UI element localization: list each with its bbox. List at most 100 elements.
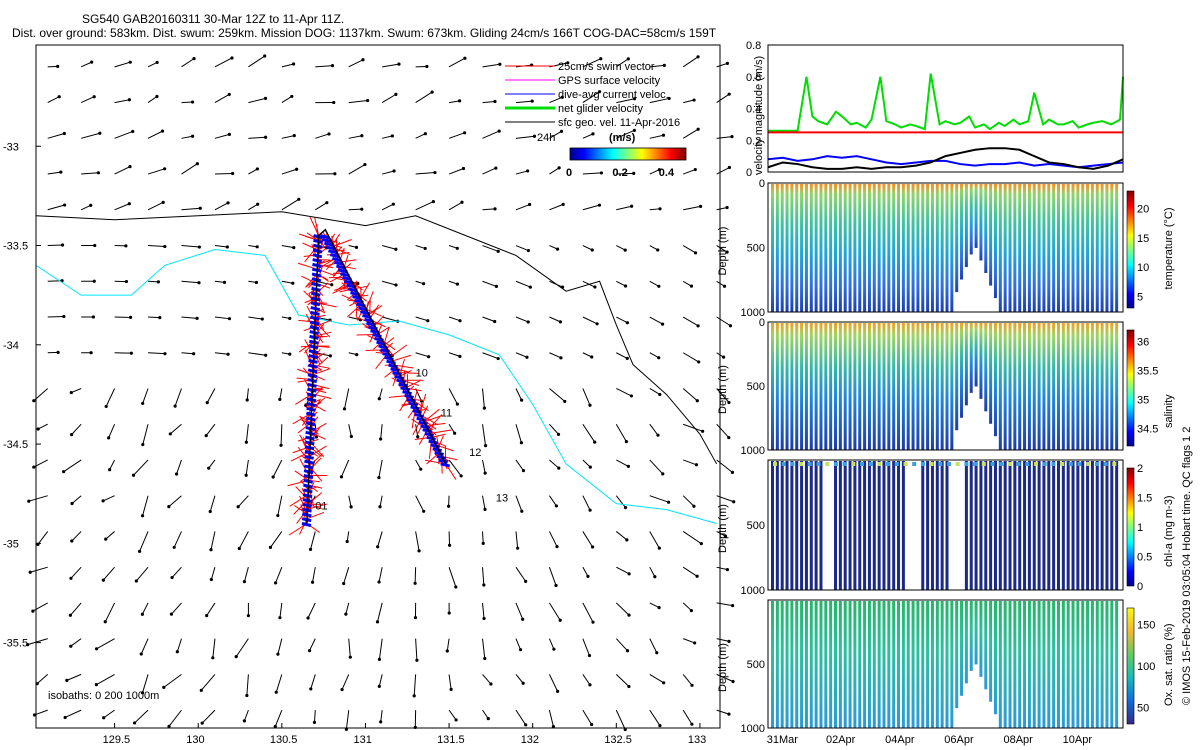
current-arrow-head bbox=[129, 351, 133, 355]
surface-chl-point bbox=[1034, 462, 1038, 466]
current-arrow bbox=[515, 459, 524, 471]
current-arrow-head bbox=[70, 433, 74, 437]
profile-column bbox=[1003, 461, 1007, 590]
current-arrow bbox=[248, 136, 266, 139]
profile-column bbox=[930, 184, 934, 312]
current-arrow bbox=[148, 280, 159, 283]
current-arrow bbox=[81, 132, 100, 139]
current-arrow bbox=[47, 133, 65, 139]
current-arrow-head bbox=[375, 620, 380, 624]
current-arrow bbox=[549, 203, 564, 211]
current-arrow bbox=[105, 388, 116, 407]
profile-column bbox=[1023, 601, 1027, 728]
current-arrow bbox=[682, 674, 693, 686]
dive-avg-vector bbox=[440, 462, 451, 468]
current-arrow bbox=[346, 531, 350, 542]
current-arrow bbox=[382, 280, 397, 286]
current-arrow bbox=[448, 316, 461, 322]
profile-column bbox=[926, 323, 930, 450]
profile-column bbox=[1003, 601, 1007, 728]
current-arrow bbox=[142, 674, 149, 693]
current-arrow bbox=[649, 602, 660, 609]
current-arrow bbox=[549, 167, 560, 175]
current-arrow bbox=[81, 172, 99, 175]
profile-column bbox=[1027, 461, 1031, 590]
profile-column bbox=[964, 184, 968, 267]
current-arrow bbox=[448, 168, 464, 175]
colorbar-tick: 35.5 bbox=[1137, 366, 1158, 378]
current-arrow bbox=[147, 61, 158, 68]
profile-column bbox=[829, 323, 833, 450]
current-arrow-head bbox=[427, 355, 431, 359]
profile-column bbox=[834, 184, 838, 312]
current-arrow bbox=[582, 388, 591, 406]
current-arrow-head bbox=[363, 162, 367, 167]
surface-chl-point bbox=[825, 462, 830, 466]
current-arrow-head bbox=[27, 499, 31, 503]
day-label: 12 bbox=[469, 447, 481, 459]
profile-column bbox=[853, 323, 857, 450]
current-arrow bbox=[649, 388, 661, 395]
current-arrow-head bbox=[173, 404, 177, 408]
current-arrow-head bbox=[459, 474, 463, 478]
profile-column bbox=[877, 461, 881, 590]
time-tick-label: 31Mar bbox=[767, 734, 799, 746]
profile-column bbox=[897, 461, 901, 590]
isobath-1000m bbox=[35, 211, 718, 465]
current-arrow bbox=[63, 459, 82, 473]
current-arrow bbox=[582, 204, 600, 211]
current-arrow-head bbox=[330, 283, 334, 287]
velocity-y-tick: 0.4 bbox=[746, 104, 761, 116]
current-arrow-head bbox=[236, 505, 240, 509]
colorbar-tick: 34.5 bbox=[1137, 424, 1158, 436]
current-arrow-head bbox=[555, 247, 560, 251]
current-arrow-head bbox=[339, 475, 344, 479]
section-colorbar bbox=[1126, 607, 1135, 725]
colorbar-tick: 100 bbox=[1137, 661, 1155, 673]
profile-column bbox=[814, 601, 818, 728]
profile-column bbox=[945, 184, 949, 312]
current-arrow-head bbox=[394, 92, 398, 96]
profile-column bbox=[848, 323, 852, 450]
current-arrow bbox=[281, 96, 293, 104]
x-tick-label: 131 bbox=[353, 734, 371, 746]
dive-avg-vector bbox=[326, 245, 336, 251]
current-arrow-head bbox=[627, 684, 631, 689]
current-arrow-head bbox=[524, 579, 528, 584]
current-arrow bbox=[32, 602, 48, 612]
current-arrow-head bbox=[69, 576, 73, 580]
profile-column bbox=[834, 323, 838, 450]
profile-column bbox=[955, 184, 959, 293]
current-arrow bbox=[515, 245, 529, 252]
profile-column bbox=[795, 184, 799, 312]
dive-avg-vector bbox=[342, 276, 352, 281]
profile-column bbox=[921, 184, 925, 312]
current-arrow-head bbox=[108, 468, 112, 472]
dive-avg-vector bbox=[404, 393, 414, 399]
current-arrow bbox=[716, 709, 730, 715]
current-arrow bbox=[716, 638, 730, 642]
current-arrow bbox=[246, 388, 249, 401]
colorbar-tick: 0.2 bbox=[612, 167, 627, 179]
surface-chl-point bbox=[816, 462, 821, 466]
profile-column bbox=[930, 601, 934, 728]
profile-column bbox=[790, 184, 794, 312]
velocity-y-tick: 0.8 bbox=[746, 40, 761, 52]
current-arrow bbox=[616, 280, 626, 287]
current-arrow bbox=[582, 602, 594, 623]
profile-column bbox=[1042, 601, 1046, 728]
profile-column bbox=[848, 601, 852, 728]
profile-column bbox=[1047, 461, 1051, 590]
profile-column bbox=[882, 323, 886, 450]
current-arrow-head bbox=[625, 649, 630, 653]
current-arrow bbox=[515, 638, 522, 650]
current-arrow-head bbox=[692, 98, 696, 102]
current-arrow-head bbox=[271, 475, 275, 479]
current-arrow bbox=[36, 674, 49, 685]
current-arrow bbox=[482, 63, 500, 68]
profile-column bbox=[969, 461, 973, 590]
current-arrow-head bbox=[412, 694, 416, 698]
profile-column bbox=[1023, 323, 1027, 450]
current-arrow bbox=[148, 352, 165, 355]
